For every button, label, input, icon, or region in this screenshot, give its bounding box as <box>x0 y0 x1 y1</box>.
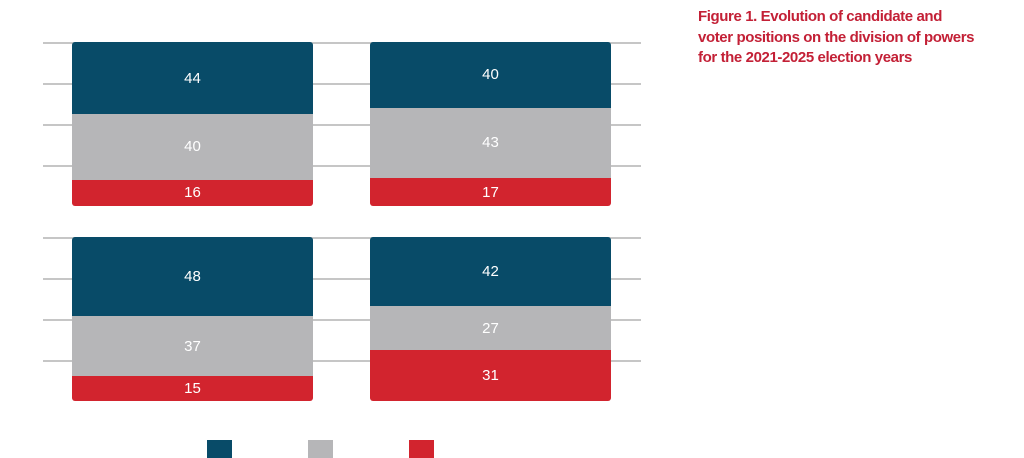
bar-segment-red: 15 <box>72 376 313 401</box>
bar-segment-navy: 42 <box>370 237 611 306</box>
segment-value-label: 42 <box>482 262 499 280</box>
stacked-bar: 44 40 16 <box>72 42 313 206</box>
segment-value-label: 44 <box>184 69 201 87</box>
segment-value-label: 31 <box>482 367 499 385</box>
bar-segment-navy: 48 <box>72 237 313 316</box>
legend-swatch-navy <box>207 440 232 458</box>
stacked-bar-panel-top-right: 40 43 17 <box>340 42 641 206</box>
segment-value-label: 27 <box>482 319 499 337</box>
bar-segment-gray: 40 <box>72 114 313 180</box>
stacked-bar-panel-bottom-right: 42 27 31 <box>340 237 641 401</box>
segment-value-label: 43 <box>482 134 499 152</box>
legend-swatch-red <box>409 440 434 458</box>
bar-segment-red: 31 <box>370 350 611 401</box>
bar-segment-navy: 44 <box>72 42 313 115</box>
stacked-bar-panel-bottom-left: 48 37 15 <box>43 237 344 401</box>
segment-value-label: 40 <box>482 66 499 84</box>
figure-title: Figure 1. Evolution of candidate and vot… <box>698 7 1024 69</box>
segment-value-label: 40 <box>184 138 201 156</box>
segment-value-label: 17 <box>482 183 499 201</box>
stacked-bar: 48 37 15 <box>72 237 313 401</box>
legend-swatch-gray <box>308 440 333 458</box>
bar-segment-gray: 37 <box>72 315 313 377</box>
stacked-bar: 40 43 17 <box>370 42 611 206</box>
bar-segment-red: 17 <box>370 178 611 206</box>
figure-title-line: for the 2021-2025 election years <box>698 49 912 66</box>
segment-value-label: 48 <box>184 267 201 285</box>
bar-segment-gray: 27 <box>370 305 611 351</box>
figure-title-line: voter positions on the division of power… <box>698 28 975 46</box>
bar-segment-gray: 43 <box>370 107 611 179</box>
segment-value-label: 15 <box>184 380 201 398</box>
segment-value-label: 37 <box>184 337 201 355</box>
bar-segment-navy: 40 <box>370 42 611 108</box>
stacked-bar: 42 27 31 <box>370 237 611 401</box>
stacked-bar-panel-top-left: 44 40 16 <box>43 42 344 206</box>
bar-segment-red: 16 <box>72 179 313 206</box>
figure-title-line: Figure 1. Evolution of candidate and <box>698 8 942 25</box>
segment-value-label: 16 <box>184 184 201 202</box>
